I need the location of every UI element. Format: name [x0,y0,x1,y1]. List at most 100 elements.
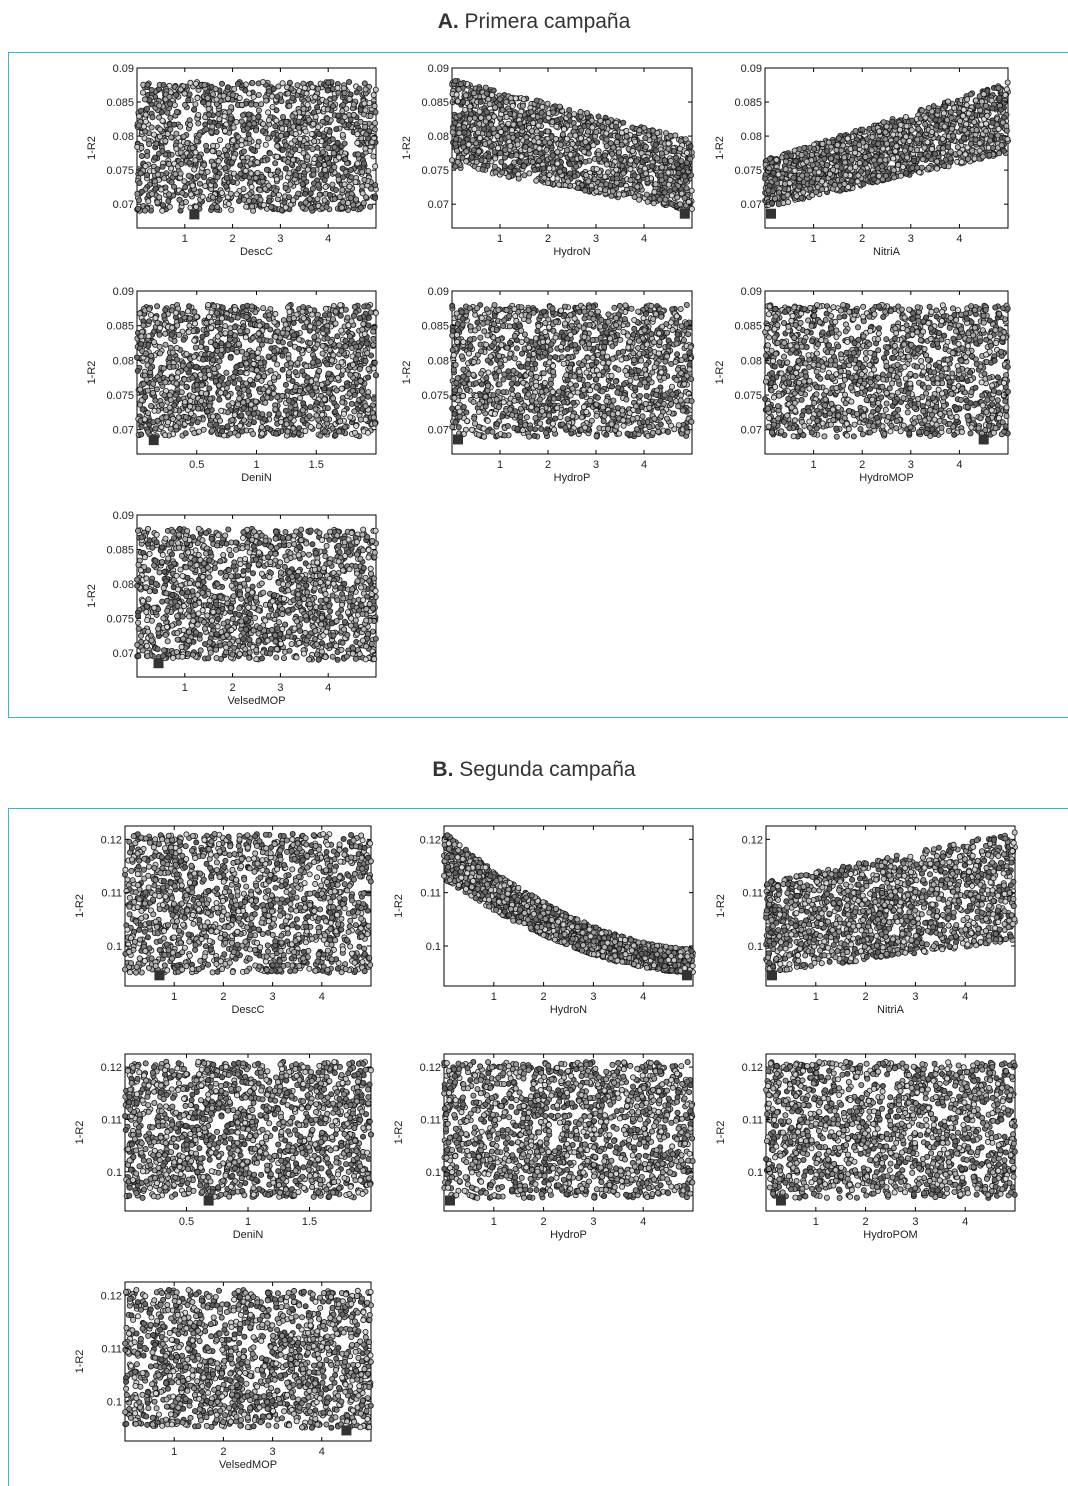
data-point [330,182,335,187]
data-point [669,201,674,206]
data-point [303,200,308,205]
data-point [991,145,996,150]
data-point [974,128,979,133]
data-point [843,172,848,177]
data-point [606,120,611,125]
data-point [256,108,261,113]
data-point [264,98,269,103]
data-point [239,138,244,143]
data-point [688,156,693,161]
data-point [979,99,984,104]
data-point [666,141,671,146]
data-point [167,94,172,99]
data-point [266,183,271,188]
data-point [293,147,298,152]
data-point [183,199,188,204]
data-point [163,185,168,190]
data-point [217,138,222,143]
data-point [547,166,552,171]
data-point [325,107,330,112]
data-point [186,98,191,103]
data-point [149,87,154,92]
data-point [320,150,325,155]
data-point [520,103,525,108]
data-point [360,184,365,189]
data-point [677,146,682,151]
data-point [643,171,648,176]
data-point [140,90,145,95]
data-point [860,127,865,132]
data-point [317,156,322,161]
data-point [284,132,289,137]
data-point [557,169,562,174]
data-point [904,124,909,129]
data-point [962,127,967,132]
data-point [663,197,668,202]
data-point [261,202,266,207]
data-point [311,172,316,177]
data-point [586,151,591,156]
data-point [610,151,615,156]
data-point [763,176,768,181]
data-point [298,136,303,141]
data-point [486,154,491,159]
data-point [222,114,227,119]
data-point [280,81,285,86]
data-point [568,152,573,157]
data-point [484,91,489,96]
data-point [142,208,147,213]
data-point [461,99,466,104]
data-point [642,125,647,130]
data-point [500,107,505,112]
data-point [941,146,946,151]
data-point [877,129,882,134]
x-tick-label: 2 [545,233,551,245]
y-axis-label: 1-R2 [714,136,726,160]
data-point [891,132,896,137]
data-point [332,196,337,201]
data-point [502,164,507,169]
data-point [193,158,198,163]
data-point [934,123,939,128]
data-point [260,129,265,134]
data-point [478,115,483,120]
x-axis-label: NitriA [873,246,901,258]
data-point [983,129,988,134]
data-point [224,176,229,181]
data-point [228,191,233,196]
data-point [857,160,862,165]
data-point [259,174,264,179]
data-point [785,192,790,197]
data-point [213,168,218,173]
data-point [942,163,947,168]
data-point [371,93,376,98]
data-point [316,86,321,91]
data-point [253,175,258,180]
data-point [812,146,817,151]
data-point [659,165,664,170]
data-point [542,175,547,180]
data-point [909,128,914,133]
data-point [361,201,366,206]
x-tick-label: 1 [811,233,817,245]
data-point [961,107,966,112]
data-point [143,129,148,134]
data-point [476,149,481,154]
data-point [492,114,497,119]
data-point [340,166,345,171]
data-point [674,162,679,167]
data-point [223,128,228,133]
data-point [210,205,215,210]
data-point [273,188,278,193]
data-point [283,166,288,171]
data-point [538,151,543,156]
data-point [367,101,372,106]
data-point [983,103,988,108]
data-point [940,136,945,141]
y-tick-label: 0.07 [113,199,134,211]
data-point [471,91,476,96]
data-point [310,147,315,152]
data-point [216,123,221,128]
data-point [604,144,609,149]
data-point [269,205,274,210]
